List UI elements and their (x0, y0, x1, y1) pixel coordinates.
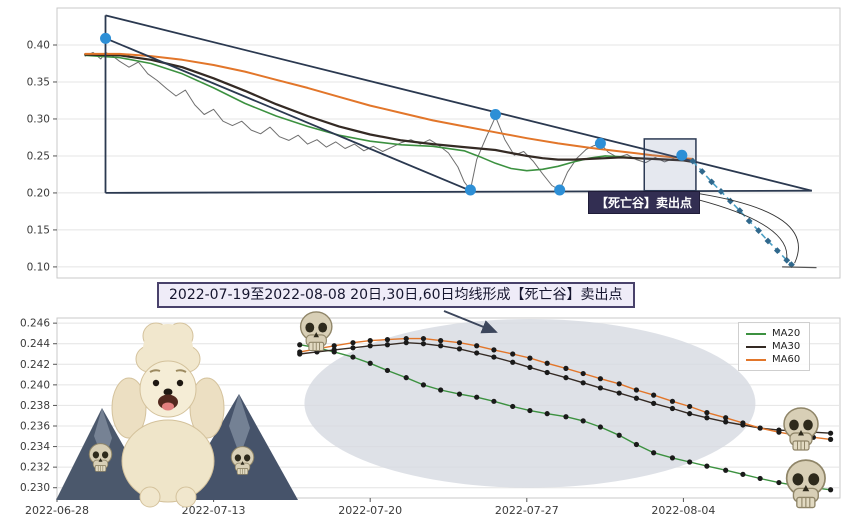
legend: MA20 MA30 MA60 (738, 322, 811, 371)
svg-text:0.242: 0.242 (20, 359, 50, 371)
dog-illustration (111, 322, 225, 508)
date-range-annotation: 2022-07-19至2022-08-08 20日,30日,60日均线形成【死亡… (157, 282, 635, 309)
legend-item-ma20: MA20 (746, 327, 800, 340)
legend-label-ma60: MA60 (772, 354, 801, 365)
top-price-chart: 0.10 0.15 0.20 0.25 0.30 0.35 0.40 (27, 7, 841, 279)
sell-point-label: 【死亡谷】卖出点 (588, 191, 701, 214)
svg-text:2022-08-04: 2022-08-04 (651, 504, 715, 517)
svg-text:0.30: 0.30 (27, 113, 50, 125)
legend-label-ma20: MA20 (772, 328, 801, 339)
svg-text:0.236: 0.236 (20, 421, 50, 433)
svg-text:0.20: 0.20 (27, 187, 50, 199)
legend-item-ma60: MA60 (746, 353, 800, 366)
svg-text:0.232: 0.232 (20, 462, 50, 474)
annotation-arrow-icon (443, 310, 498, 334)
legend-swatch-ma30 (746, 345, 766, 348)
svg-text:0.40: 0.40 (27, 39, 50, 51)
svg-text:0.238: 0.238 (20, 400, 50, 412)
svg-text:2022-07-27: 2022-07-27 (495, 504, 559, 517)
skull-icon (785, 459, 826, 509)
skull-icon (783, 407, 819, 451)
svg-text:0.246: 0.246 (20, 318, 50, 330)
svg-text:0.25: 0.25 (27, 150, 50, 162)
svg-text:0.240: 0.240 (20, 379, 50, 391)
svg-text:0.230: 0.230 (20, 482, 50, 494)
skull-icon (299, 311, 333, 352)
legend-swatch-ma60 (746, 358, 766, 361)
svg-text:0.244: 0.244 (20, 338, 50, 350)
legend-label-ma30: MA30 (772, 341, 801, 352)
svg-text:0.10: 0.10 (27, 261, 50, 273)
x-axis: 2022-06-28 2022-07-13 2022-07-20 2022-07-27… (25, 498, 715, 517)
legend-item-ma30: MA30 (746, 340, 800, 353)
svg-text:2022-07-20: 2022-07-20 (338, 504, 402, 517)
svg-text:2022-07-13: 2022-07-13 (182, 504, 246, 517)
svg-text:0.15: 0.15 (27, 224, 50, 236)
svg-text:2022-06-28: 2022-06-28 (25, 504, 89, 517)
legend-swatch-ma20 (746, 332, 766, 335)
svg-text:0.35: 0.35 (27, 76, 50, 88)
svg-text:0.234: 0.234 (20, 441, 50, 453)
